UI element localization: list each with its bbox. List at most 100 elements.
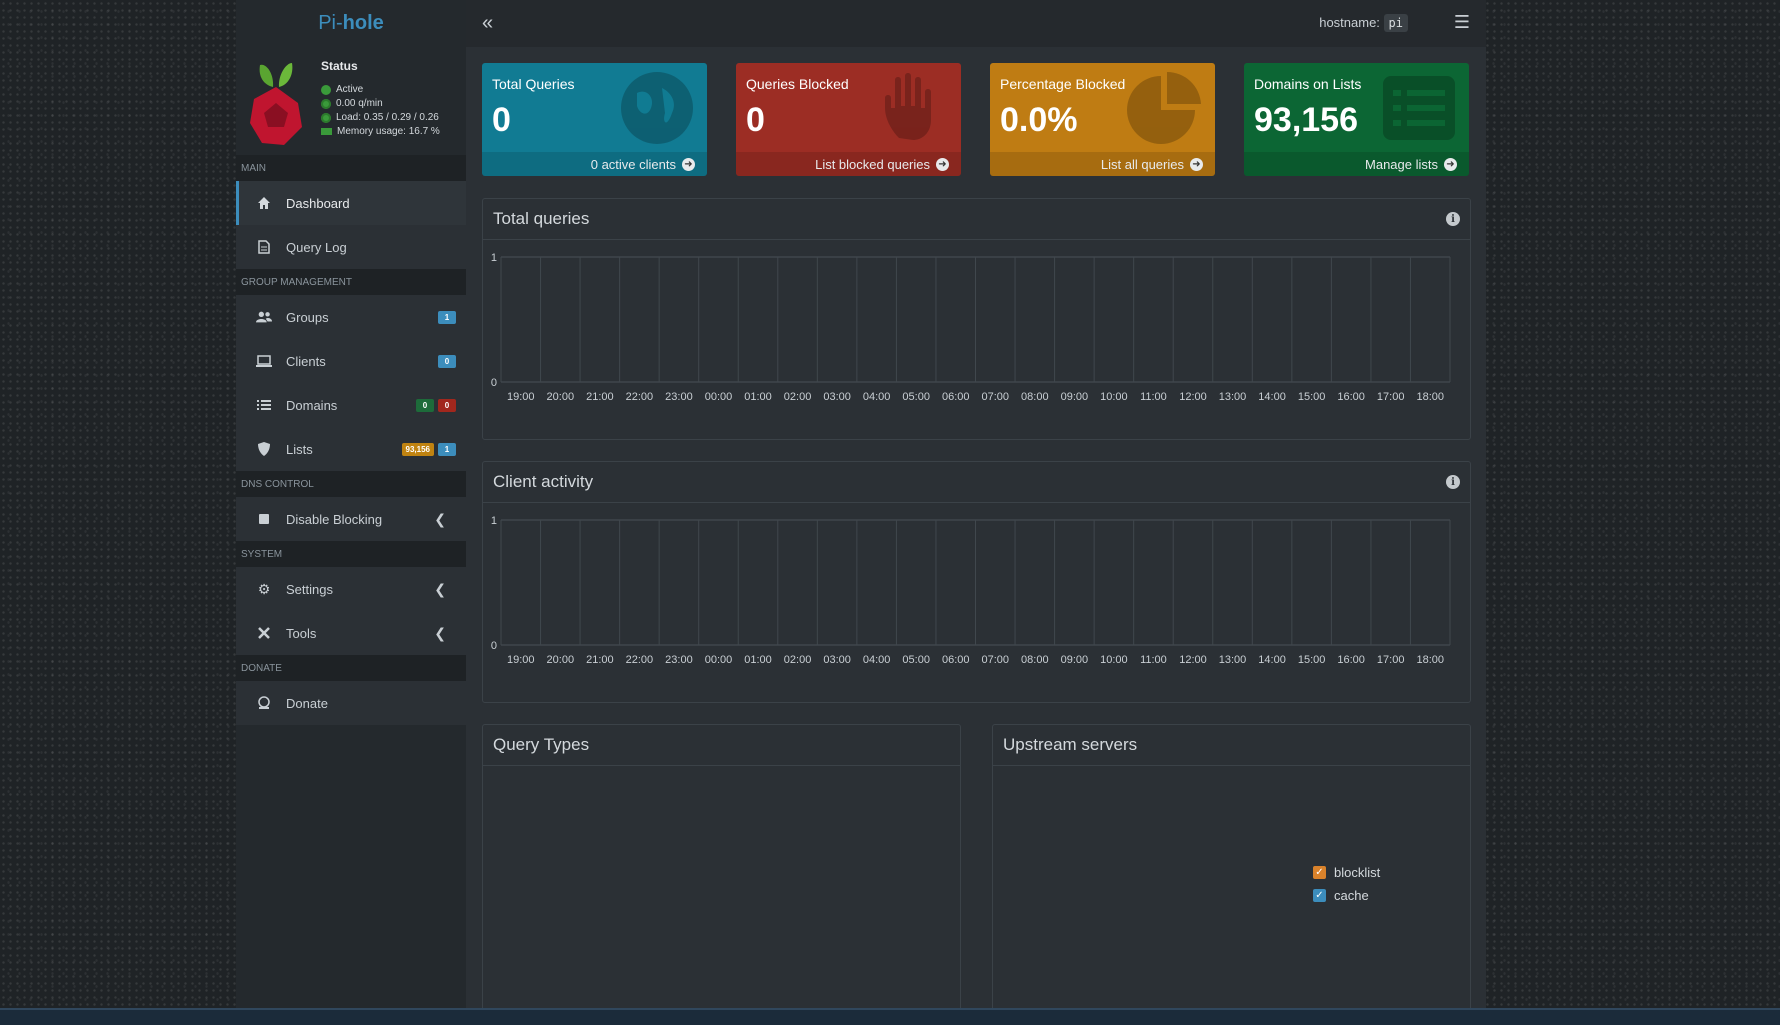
- stat-footer-text: List blocked queries: [815, 156, 930, 172]
- x-tick-label: 08:00: [1021, 391, 1049, 403]
- checkbox-checked-icon[interactable]: ✓: [1313, 866, 1326, 879]
- x-tick-label: 08:00: [1021, 654, 1049, 666]
- sidebar-item-label: Disable Blocking: [286, 511, 383, 527]
- y-tick-label: 0: [491, 640, 497, 652]
- brand-prefix: Pi-: [318, 12, 343, 34]
- gauge-icon: [321, 98, 331, 109]
- x-tick-label: 21:00: [586, 391, 614, 403]
- stat-footer-link[interactable]: Manage lists ➜: [1244, 152, 1469, 176]
- checkbox-checked-icon[interactable]: ✓: [1313, 889, 1326, 902]
- panel-title: Upstream servers: [1003, 735, 1138, 754]
- groups-count-badge: 1: [438, 310, 456, 324]
- info-icon[interactable]: i: [1446, 212, 1460, 226]
- hamburger-menu-icon[interactable]: ☰: [1453, 12, 1470, 32]
- x-tick-label: 19:00: [507, 391, 535, 403]
- status-active: Active: [321, 84, 363, 95]
- chevron-left-icon: ❮: [434, 580, 446, 597]
- x-tick-label: 06:00: [942, 654, 970, 666]
- x-tick-label: 22:00: [626, 654, 654, 666]
- x-tick-label: 10:00: [1100, 654, 1128, 666]
- sidebar-item-label: Settings: [286, 581, 333, 597]
- stat-footer-link[interactable]: 0 active clients ➜: [482, 152, 707, 176]
- status-active-text: Active: [336, 84, 364, 95]
- x-tick-label: 17:00: [1377, 654, 1405, 666]
- arrow-circle-right-icon: ➜: [1444, 157, 1457, 171]
- stat-label: Percentage Blocked: [1000, 76, 1126, 92]
- x-tick-label: 23:00: [665, 654, 693, 666]
- donate-icon: [256, 695, 272, 711]
- status-load: Load: 0.35 / 0.29 / 0.26: [321, 112, 439, 123]
- panel-title: Query Types: [493, 735, 590, 754]
- x-tick-label: 12:00: [1179, 391, 1207, 403]
- status-rate-text: 0.00 q/min: [336, 98, 383, 109]
- x-tick-label: 18:00: [1416, 654, 1444, 666]
- x-tick-label: 15:00: [1298, 654, 1326, 666]
- x-tick-label: 09:00: [1061, 391, 1089, 403]
- x-tick-label: 18:00: [1416, 391, 1444, 403]
- stat-footer-link[interactable]: List blocked queries ➜: [736, 152, 961, 176]
- brand-logo[interactable]: Pi-hole: [236, 0, 466, 47]
- stat-footer-link[interactable]: List all queries ➜: [990, 152, 1215, 176]
- sidebar-item-label: Domains: [286, 397, 338, 413]
- lists-domains-badge: 93,156: [401, 442, 434, 456]
- x-tick-label: 00:00: [705, 391, 733, 403]
- sidebar-item-label: Clients: [286, 353, 326, 369]
- legend-label: cache: [1334, 888, 1369, 903]
- y-tick-label: 0: [491, 377, 497, 389]
- sidebar-item-label: Tools: [286, 625, 317, 641]
- stop-icon: [256, 511, 272, 527]
- status-memory-text: Memory usage: 16.7 %: [337, 126, 440, 137]
- sidebar-item-tools[interactable]: Tools ❮: [236, 611, 466, 655]
- x-tick-label: 17:00: [1377, 391, 1405, 403]
- lists-count-badge: 1: [438, 442, 456, 456]
- nav-header-donate: DONATE: [236, 655, 466, 681]
- hostname: hostname: pi: [1319, 14, 1408, 32]
- legend-item-cache[interactable]: ✓ cache: [1313, 888, 1380, 903]
- x-tick-label: 13:00: [1219, 391, 1247, 403]
- stat-label: Queries Blocked: [746, 76, 849, 92]
- sidebar-item-domains[interactable]: Domains 0 0: [236, 383, 466, 427]
- clients-count-badge: 0: [438, 354, 456, 368]
- x-tick-label: 07:00: [982, 654, 1010, 666]
- sidebar-item-clients[interactable]: Clients 0: [236, 339, 466, 383]
- chevron-left-icon: ❮: [434, 510, 446, 527]
- upstream-legend: ✓ blocklist ✓ cache: [1313, 865, 1380, 911]
- arrow-circle-right-icon: ➜: [1190, 157, 1203, 171]
- status-title: Status: [321, 59, 358, 73]
- sidebar-item-settings[interactable]: ⚙ Settings ❮: [236, 567, 466, 611]
- arrow-circle-right-icon: ➜: [682, 157, 695, 171]
- sidebar-item-querylog[interactable]: Query Log: [236, 225, 466, 269]
- x-tick-label: 07:00: [982, 391, 1010, 403]
- sidebar-item-dashboard[interactable]: Dashboard: [236, 181, 466, 225]
- info-icon[interactable]: i: [1446, 475, 1460, 489]
- legend-item-blocklist[interactable]: ✓ blocklist: [1313, 865, 1380, 880]
- panel-header: Query Types: [483, 725, 960, 766]
- legend-label: blocklist: [1334, 865, 1381, 880]
- status-load-text: Load: 0.35 / 0.29 / 0.26: [336, 112, 439, 123]
- upstream-servers-panel: Upstream servers ✓ blocklist ✓ cache: [992, 724, 1471, 1008]
- sidebar-toggle-icon[interactable]: «: [482, 12, 494, 34]
- hand-icon: [885, 73, 931, 140]
- stat-footer-text: Manage lists: [1365, 156, 1438, 172]
- x-tick-label: 15:00: [1298, 391, 1326, 403]
- active-indicator-icon: [321, 84, 331, 95]
- arrow-circle-right-icon: ➜: [936, 157, 949, 171]
- shield-icon: [256, 441, 272, 457]
- top-navbar: « hostname: pi ☰: [466, 0, 1486, 47]
- app-window: Pi-hole Status Active 0.00 q/min Load: 0…: [236, 0, 1486, 1008]
- x-tick-label: 04:00: [863, 391, 891, 403]
- tools-icon: [256, 625, 272, 641]
- sidebar-item-donate[interactable]: Donate: [236, 681, 466, 725]
- sidebar-item-lists[interactable]: Lists 93,156 1: [236, 427, 466, 471]
- sidebar-item-groups[interactable]: Groups 1: [236, 295, 466, 339]
- total-queries-chart: 0 1 19:00 20:00 21:00 22:00 23:00 00:00 01:00 02:…: [491, 252, 1451, 403]
- file-icon: [256, 239, 272, 255]
- x-tick-label: 01:00: [744, 391, 772, 403]
- sidebar-item-disable-blocking[interactable]: Disable Blocking ❮: [236, 497, 466, 541]
- x-tick-label: 13:00: [1219, 654, 1247, 666]
- x-tick-label: 04:00: [863, 654, 891, 666]
- x-tick-label: 02:00: [784, 654, 812, 666]
- x-tick-label: 14:00: [1258, 654, 1286, 666]
- home-icon: [256, 195, 272, 211]
- panel-title: Client activity: [493, 472, 594, 491]
